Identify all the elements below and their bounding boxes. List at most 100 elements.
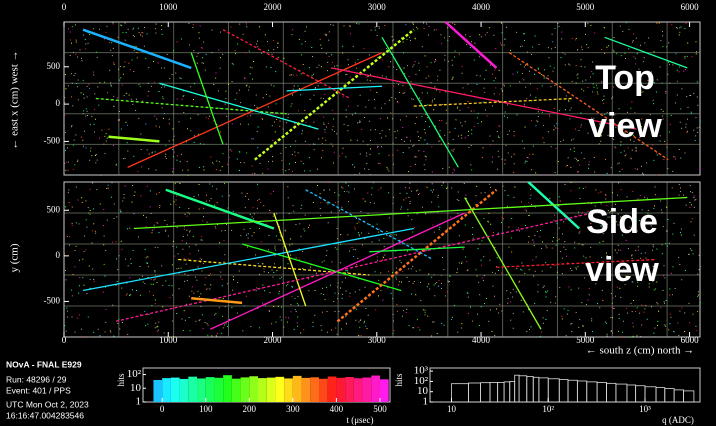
hist-bar — [249, 376, 258, 402]
hit — [342, 282, 343, 283]
hit — [493, 80, 494, 81]
hit — [632, 323, 633, 324]
hit — [201, 270, 202, 271]
hit — [65, 150, 66, 151]
hit — [73, 169, 74, 170]
hit — [635, 168, 636, 169]
hit — [485, 34, 486, 35]
hit — [428, 283, 429, 284]
hit — [412, 66, 413, 67]
hit — [393, 333, 394, 334]
hit — [322, 312, 323, 313]
hit — [88, 212, 89, 213]
hit — [84, 251, 85, 252]
hit — [361, 233, 362, 234]
hit — [441, 323, 442, 324]
hit — [471, 129, 472, 130]
hit — [132, 104, 133, 105]
hit — [481, 306, 482, 307]
hit — [128, 265, 129, 266]
hit — [279, 278, 280, 279]
hit — [388, 171, 389, 172]
hit — [449, 167, 450, 168]
hit — [247, 193, 248, 194]
hit — [663, 226, 664, 227]
hit — [644, 308, 645, 309]
hit — [189, 296, 190, 297]
hit — [272, 156, 273, 157]
hit — [221, 230, 222, 231]
hit — [407, 209, 408, 210]
hist-bar — [275, 377, 284, 402]
hit — [482, 157, 483, 158]
hit — [592, 91, 593, 92]
hit — [374, 203, 375, 204]
hit — [451, 187, 452, 188]
hits-label: hits — [116, 373, 126, 387]
hit — [476, 269, 477, 270]
hit — [122, 322, 123, 323]
hit — [481, 192, 482, 193]
hit — [346, 74, 347, 75]
hit — [529, 329, 530, 330]
hit — [224, 254, 225, 255]
hit — [89, 34, 90, 35]
hit — [453, 139, 454, 140]
hit — [339, 210, 340, 211]
hit — [203, 263, 204, 264]
hit — [380, 272, 381, 273]
hit — [301, 44, 302, 45]
hit — [288, 263, 289, 264]
hit — [347, 234, 348, 235]
hit — [76, 83, 77, 84]
hit — [301, 205, 302, 206]
hit — [146, 262, 147, 263]
hit — [106, 188, 107, 189]
hit — [424, 129, 425, 130]
hit — [477, 314, 478, 315]
hit — [312, 56, 313, 57]
hit — [560, 57, 561, 58]
hit — [484, 79, 485, 80]
hit — [90, 147, 91, 148]
hit — [155, 323, 156, 324]
hit — [615, 147, 616, 148]
hit — [112, 242, 113, 243]
hit — [146, 226, 147, 227]
hit — [292, 205, 293, 206]
hit — [222, 196, 223, 197]
hit — [108, 188, 109, 189]
hit — [648, 38, 649, 39]
hit — [149, 291, 150, 292]
hit — [189, 45, 190, 46]
hit — [412, 232, 413, 233]
hit — [370, 140, 371, 141]
hit — [110, 84, 111, 85]
x-tick-label: 4000 — [472, 2, 491, 12]
hit — [386, 231, 387, 232]
hit — [454, 305, 455, 306]
hit — [272, 140, 273, 141]
hit — [577, 172, 578, 173]
hit — [75, 73, 76, 74]
hit — [557, 277, 558, 278]
hit — [605, 322, 606, 323]
hit — [148, 314, 149, 315]
hit — [132, 289, 133, 290]
hit — [200, 258, 201, 259]
hit — [172, 295, 173, 296]
hit — [269, 311, 270, 312]
hit — [364, 168, 365, 169]
hit — [484, 275, 485, 276]
hit — [257, 184, 258, 185]
hit — [518, 227, 519, 228]
hit — [406, 193, 407, 194]
hit — [113, 145, 114, 146]
hit — [502, 32, 503, 33]
hit — [152, 153, 153, 154]
hit — [359, 121, 360, 122]
hist-bar — [267, 378, 276, 402]
hit — [84, 131, 85, 132]
hit — [215, 78, 216, 79]
hit — [331, 329, 332, 330]
